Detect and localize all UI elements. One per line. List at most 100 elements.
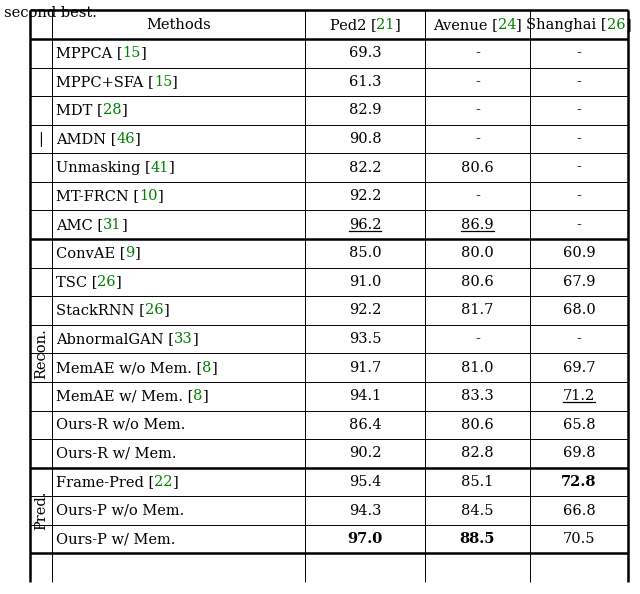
Text: Unmasking [: Unmasking [ xyxy=(56,160,151,175)
Text: ]: ] xyxy=(516,18,522,31)
Text: StackRNN [: StackRNN [ xyxy=(56,304,145,318)
Text: 69.7: 69.7 xyxy=(563,361,595,375)
Text: ]: ] xyxy=(141,46,147,60)
Text: Ours-R w/ Mem.: Ours-R w/ Mem. xyxy=(56,447,177,460)
Text: 26: 26 xyxy=(97,275,116,289)
Text: MPPC+SFA [: MPPC+SFA [ xyxy=(56,75,154,89)
Text: 83.3: 83.3 xyxy=(461,389,494,403)
Text: 41: 41 xyxy=(151,160,169,175)
Text: 66.8: 66.8 xyxy=(563,504,595,517)
Text: 8: 8 xyxy=(193,389,203,403)
Text: ]: ] xyxy=(193,332,198,346)
Text: 26: 26 xyxy=(145,304,163,318)
Text: 88.5: 88.5 xyxy=(460,532,495,546)
Text: 86.9: 86.9 xyxy=(461,218,494,232)
Text: ]: ] xyxy=(626,18,632,31)
Text: 9: 9 xyxy=(125,247,135,260)
Text: 61.3: 61.3 xyxy=(349,75,381,89)
Text: 15: 15 xyxy=(123,46,141,60)
Text: 60.9: 60.9 xyxy=(563,247,595,260)
Text: MPPCA [: MPPCA [ xyxy=(56,46,123,60)
Text: 28: 28 xyxy=(103,103,122,118)
Text: 91.0: 91.0 xyxy=(349,275,381,289)
Text: 84.5: 84.5 xyxy=(461,504,493,517)
Text: 31: 31 xyxy=(103,218,122,232)
Text: 81.0: 81.0 xyxy=(461,361,493,375)
Text: 22: 22 xyxy=(154,475,173,489)
Text: 10: 10 xyxy=(139,189,157,203)
Text: -: - xyxy=(577,332,581,346)
Text: -: - xyxy=(475,132,480,146)
Text: 92.2: 92.2 xyxy=(349,304,381,318)
Text: AMC [: AMC [ xyxy=(56,218,103,232)
Text: 80.0: 80.0 xyxy=(461,247,494,260)
Text: 82.8: 82.8 xyxy=(461,447,494,460)
Text: 94.1: 94.1 xyxy=(349,389,381,403)
Text: AMDN [: AMDN [ xyxy=(56,132,116,146)
Text: 24: 24 xyxy=(498,18,516,31)
Text: second best.: second best. xyxy=(4,6,97,20)
Text: -: - xyxy=(577,103,581,118)
Text: Ours-P w/ Mem.: Ours-P w/ Mem. xyxy=(56,532,175,546)
Text: MemAE w/o Mem. [: MemAE w/o Mem. [ xyxy=(56,361,202,375)
Text: -: - xyxy=(577,189,581,203)
Text: -: - xyxy=(577,132,581,146)
Text: 85.1: 85.1 xyxy=(461,475,493,489)
Text: Avenue [: Avenue [ xyxy=(433,18,498,31)
Text: -: - xyxy=(475,189,480,203)
Text: 8: 8 xyxy=(202,361,212,375)
Text: ]: ] xyxy=(395,18,401,31)
Text: -: - xyxy=(475,103,480,118)
Text: 69.3: 69.3 xyxy=(349,46,381,60)
Text: -: - xyxy=(475,332,480,346)
Text: 95.4: 95.4 xyxy=(349,475,381,489)
Text: 69.8: 69.8 xyxy=(563,447,595,460)
Text: ]: ] xyxy=(122,103,127,118)
Text: Pred.: Pred. xyxy=(34,491,48,530)
Text: Ours-P w/o Mem.: Ours-P w/o Mem. xyxy=(56,504,184,517)
Text: TSC [: TSC [ xyxy=(56,275,97,289)
Text: 97.0: 97.0 xyxy=(348,532,383,546)
Text: 90.8: 90.8 xyxy=(349,132,381,146)
Text: Ped2 [: Ped2 [ xyxy=(330,18,376,31)
Text: ]: ] xyxy=(135,132,141,146)
Text: 26: 26 xyxy=(607,18,626,31)
Text: -: - xyxy=(577,160,581,175)
Text: 67.9: 67.9 xyxy=(563,275,595,289)
Text: 70.5: 70.5 xyxy=(563,532,595,546)
Text: AbnormalGAN [: AbnormalGAN [ xyxy=(56,332,174,346)
Text: -: - xyxy=(577,46,581,60)
Text: 86.4: 86.4 xyxy=(349,418,381,432)
Text: ]: ] xyxy=(203,389,209,403)
Text: ]: ] xyxy=(157,189,163,203)
Text: Recon.: Recon. xyxy=(34,328,48,379)
Text: 80.6: 80.6 xyxy=(461,418,494,432)
Text: ]: ] xyxy=(135,247,141,260)
Text: ConvAE [: ConvAE [ xyxy=(56,247,125,260)
Text: 15: 15 xyxy=(154,75,172,89)
Text: |: | xyxy=(38,131,44,147)
Text: 65.8: 65.8 xyxy=(563,418,595,432)
Text: Methods: Methods xyxy=(146,18,211,31)
Text: 80.6: 80.6 xyxy=(461,160,494,175)
Text: 72.8: 72.8 xyxy=(561,475,596,489)
Text: 96.2: 96.2 xyxy=(349,218,381,232)
Text: 71.2: 71.2 xyxy=(563,389,595,403)
Text: 90.2: 90.2 xyxy=(349,447,381,460)
Text: MDT [: MDT [ xyxy=(56,103,103,118)
Text: 94.3: 94.3 xyxy=(349,504,381,517)
Text: ]: ] xyxy=(212,361,218,375)
Text: ]: ] xyxy=(173,475,179,489)
Text: ]: ] xyxy=(122,218,127,232)
Text: ]: ] xyxy=(163,304,169,318)
Text: 80.6: 80.6 xyxy=(461,275,494,289)
Text: 91.7: 91.7 xyxy=(349,361,381,375)
Text: 81.7: 81.7 xyxy=(461,304,493,318)
Text: MemAE w/ Mem. [: MemAE w/ Mem. [ xyxy=(56,389,193,403)
Text: -: - xyxy=(577,218,581,232)
Text: 82.9: 82.9 xyxy=(349,103,381,118)
Text: -: - xyxy=(475,75,480,89)
Text: 33: 33 xyxy=(174,332,193,346)
Text: 82.2: 82.2 xyxy=(349,160,381,175)
Text: 21: 21 xyxy=(376,18,395,31)
